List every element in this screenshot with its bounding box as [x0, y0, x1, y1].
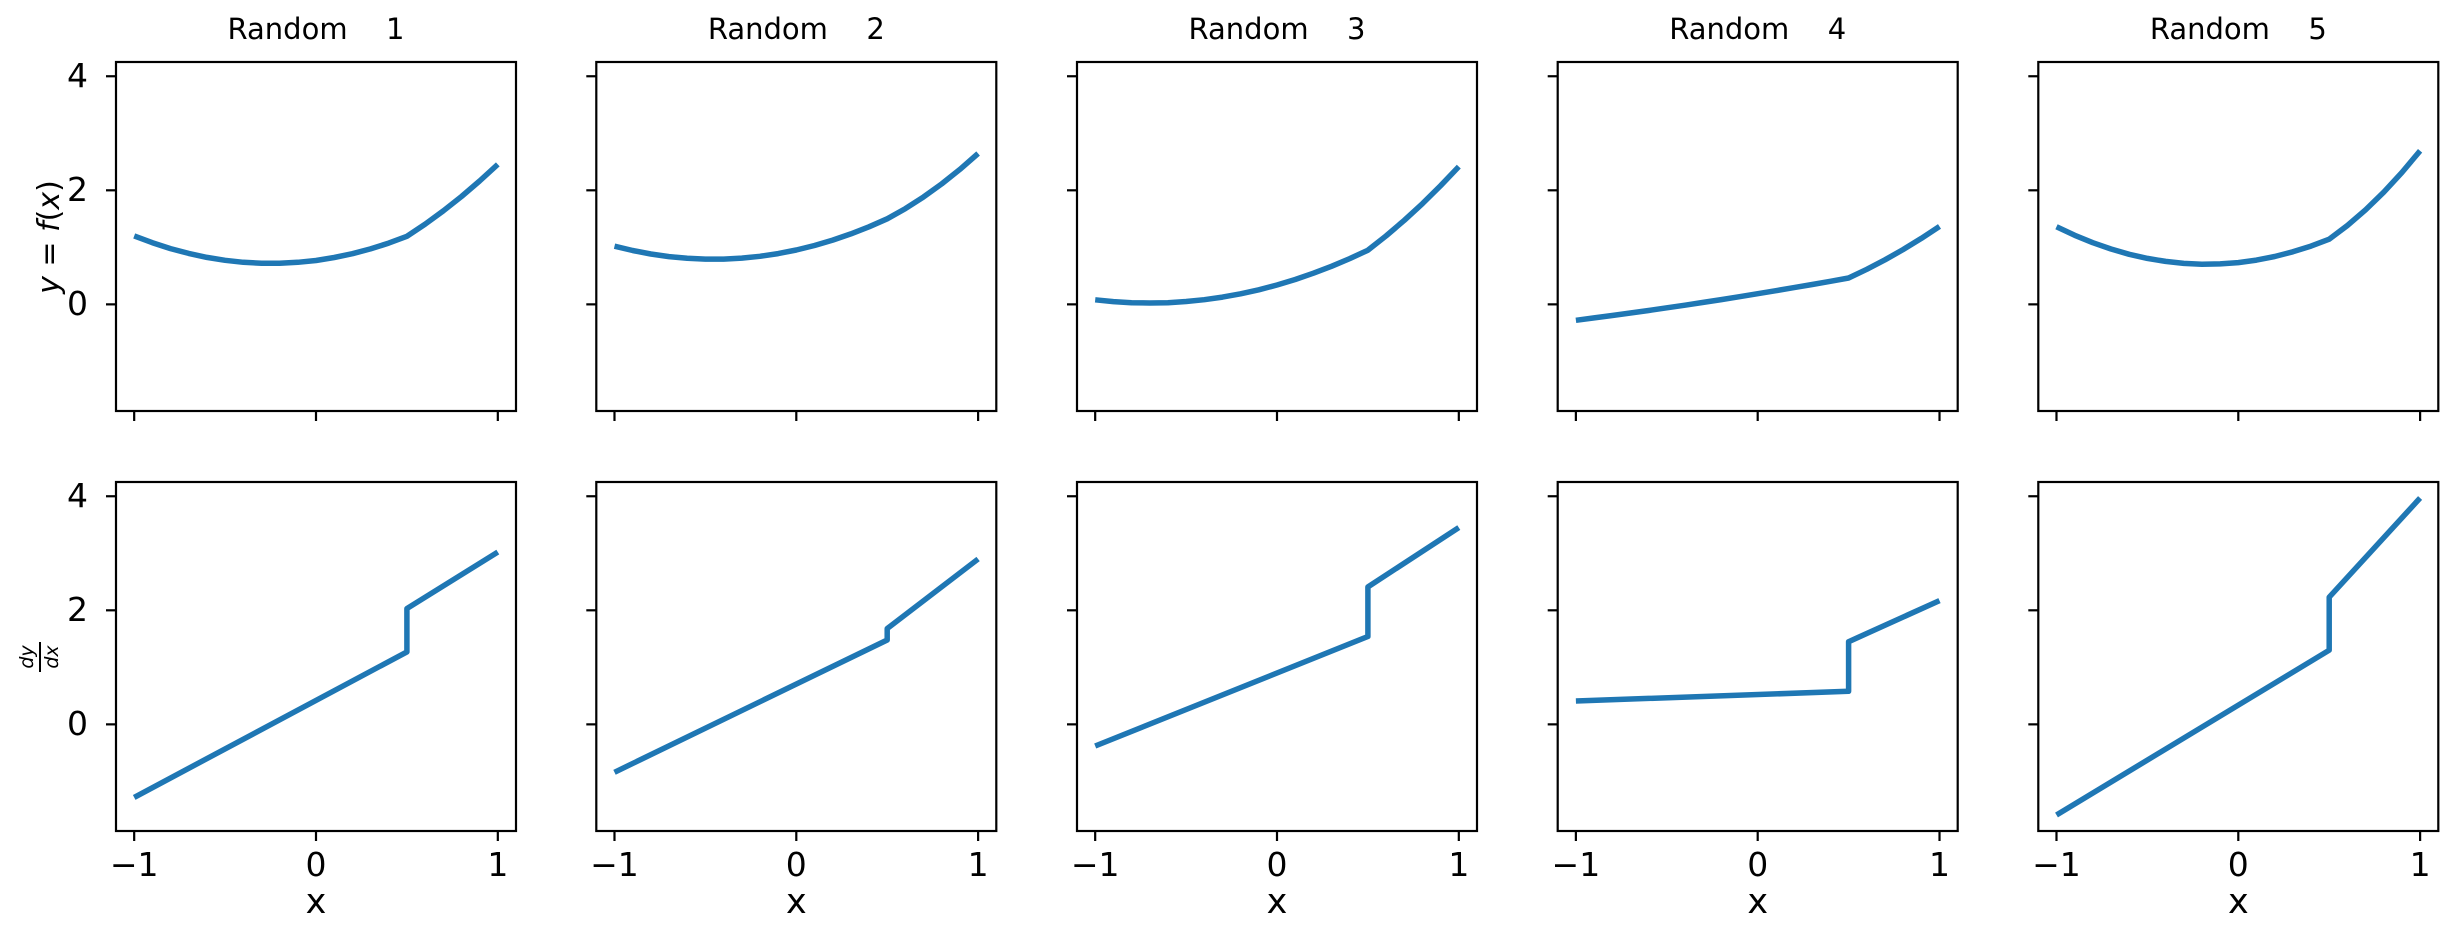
derivative-curve	[1094, 525, 1461, 749]
dydx-denominator: dx	[41, 644, 63, 669]
y-axis-label-char: (	[32, 209, 67, 221]
x-axis-label: x	[785, 882, 807, 922]
x-tick-label: −1	[1070, 845, 1120, 884]
axes-box	[1556, 60, 1959, 413]
axes-box	[114, 60, 518, 413]
panel-title: Random 1	[227, 12, 405, 46]
axes-box	[114, 480, 518, 833]
y-axis-label-char: f	[32, 220, 67, 232]
function-curve	[1575, 224, 1942, 324]
axes-box	[1075, 60, 1479, 413]
derivative-curve	[613, 556, 980, 775]
y-tick-label: 0	[67, 704, 88, 744]
x-tick-label: 0	[785, 845, 807, 884]
function-curve	[2055, 149, 2423, 267]
derivative-curve	[132, 549, 500, 800]
y-axis-label-f: y = f(x)	[32, 179, 67, 294]
x-tick-label: 1	[1929, 845, 1951, 884]
y-axis-label-char: y	[32, 275, 67, 294]
derivative-curve	[2055, 496, 2423, 818]
function-curve	[613, 151, 980, 262]
x-tick-label: −1	[1551, 845, 1601, 884]
panel-title: Random 4	[1669, 12, 1847, 46]
y-axis-label-char	[32, 231, 67, 241]
x-tick-label: 1	[487, 845, 509, 884]
y-axis-label-char: x	[32, 191, 67, 210]
x-axis-label: x	[1266, 882, 1288, 922]
y-axis-label-char: )	[32, 179, 67, 192]
axes-box	[1556, 480, 1959, 833]
axes-box	[595, 60, 998, 413]
y-tick-label: 4	[67, 56, 88, 96]
y-tick-label: 0	[67, 284, 88, 324]
axes-box	[1075, 480, 1479, 833]
axes-box	[595, 480, 998, 833]
panel-title: Random 3	[1188, 12, 1366, 46]
y-tick-label: 2	[67, 170, 88, 210]
x-axis-label: x	[2227, 882, 2249, 922]
x-tick-label: 0	[2227, 845, 2249, 884]
x-tick-label: 1	[967, 845, 989, 884]
x-tick-label: −1	[109, 845, 159, 884]
x-tick-label: 0	[1266, 845, 1288, 884]
dydx-numerator: dy	[16, 644, 38, 669]
x-tick-label: −1	[2032, 845, 2081, 884]
y-axis-label-dydx: dy dx	[16, 641, 63, 672]
x-axis-label: x	[305, 882, 327, 922]
panel-title: Random 2	[707, 12, 885, 46]
derivative-curve	[1575, 598, 1941, 704]
x-axis-label: x	[1747, 882, 1769, 922]
axes-box	[2037, 480, 2440, 833]
y-tick-label: 4	[67, 476, 88, 516]
y-tick-label: 2	[67, 590, 88, 630]
x-tick-label: −1	[590, 845, 639, 884]
x-tick-label: 0	[1747, 845, 1769, 884]
function-curve	[133, 162, 500, 267]
panel-title: Random 5	[2149, 12, 2327, 46]
axes-box	[2037, 60, 2440, 413]
x-tick-label: 0	[305, 845, 327, 884]
function-curve	[1094, 164, 1461, 306]
y-axis-label-char: =	[32, 240, 67, 267]
y-axis-label-char	[32, 266, 67, 276]
x-tick-label: 1	[1448, 845, 1470, 884]
x-tick-label: 1	[2409, 845, 2431, 884]
